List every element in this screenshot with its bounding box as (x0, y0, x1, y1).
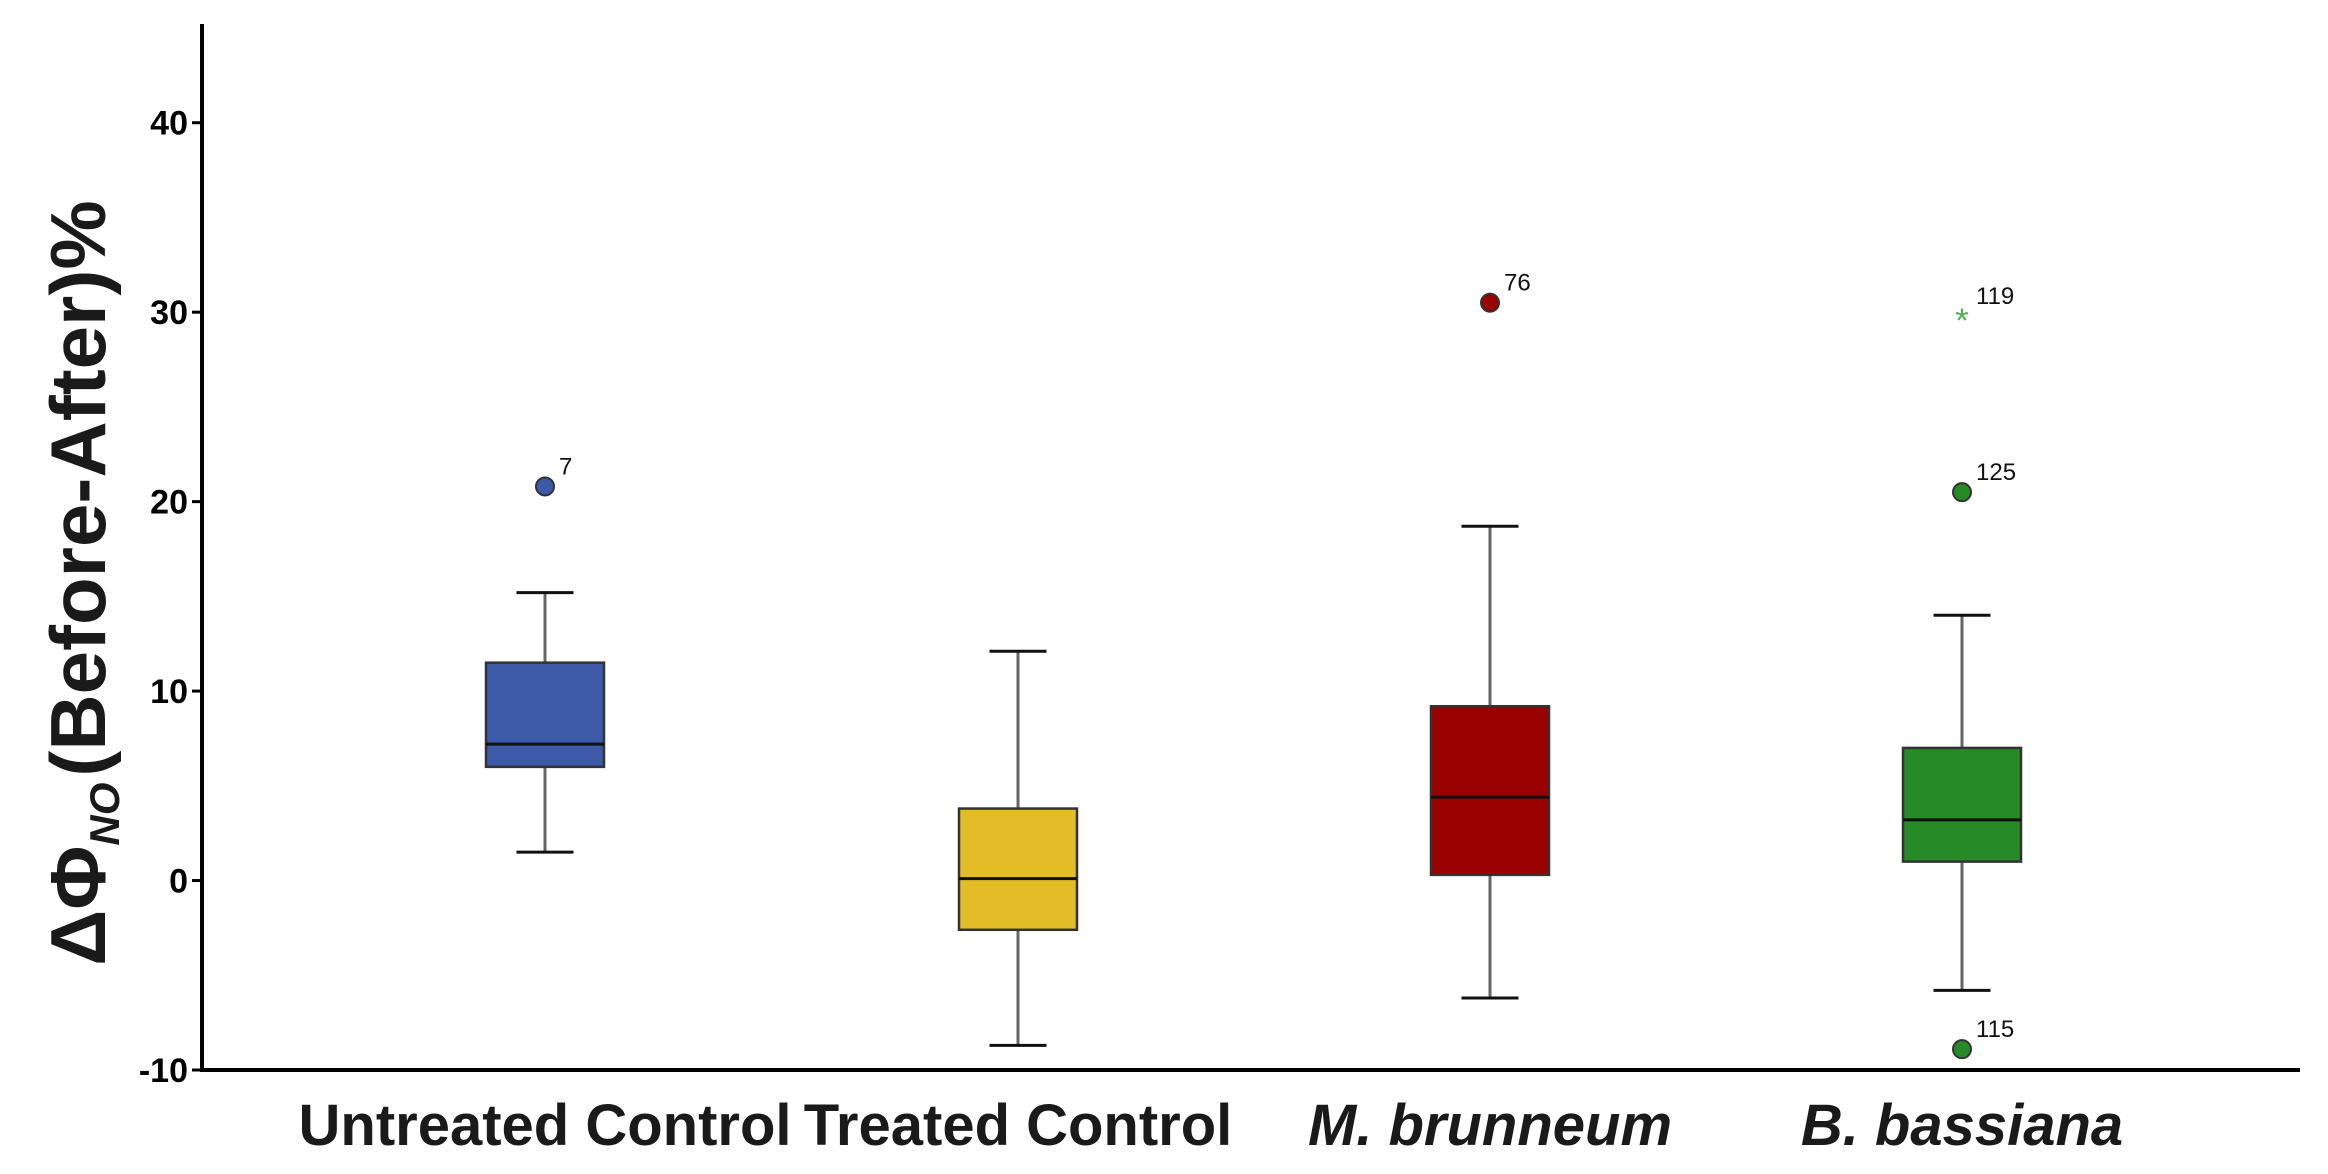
y-ticks: -10 0 10 20 30 40 (139, 105, 202, 1090)
y-tick-label: 10 (150, 673, 188, 711)
iqr-box (1901, 746, 2023, 863)
y-axis-title-text: ΔΦNO (Before-After)% (34, 200, 128, 965)
y-title-subscript: NO (81, 783, 128, 846)
outlier-star: * (1955, 302, 1968, 340)
y-axis-title: ΔΦNO (Before-After)% (34, 200, 128, 965)
y-tick-label: 20 (150, 484, 188, 522)
box-group (957, 649, 1079, 1047)
category-labels: Untreated Control Treated Control M. brunn… (299, 1093, 2124, 1158)
y-tick-label: -10 (139, 1052, 188, 1090)
outlier-point (1480, 292, 1500, 313)
iqr-box (1429, 704, 1551, 877)
outlier-label: 76 (1504, 270, 1531, 297)
axes (200, 24, 2300, 1072)
y-tick-label: 30 (150, 294, 188, 332)
outlier-point (1952, 1039, 1972, 1060)
y-tick-label: 40 (150, 105, 188, 143)
outlier-label: 119 (1976, 283, 2014, 310)
category-label: M. brunneum (1308, 1093, 1672, 1158)
boxes: 7 76 * 119 125 115 (484, 270, 2023, 1060)
iqr-box (484, 661, 606, 769)
outlier-point (1952, 482, 1972, 503)
y-tick-label: 0 (169, 863, 188, 901)
outlier-label: 115 (1976, 1016, 2014, 1043)
outlier-point (535, 476, 555, 497)
y-title-suffix: (Before-After)% (34, 200, 122, 776)
box-group: 76 (1429, 270, 1551, 1000)
category-label: B. bassiana (1801, 1093, 2123, 1158)
box-group: 7 (484, 453, 606, 854)
category-label: Untreated Control (299, 1093, 792, 1158)
iqr-box (957, 807, 1079, 932)
category-label: Treated Control (804, 1093, 1233, 1158)
box-group: * 119 125 115 (1901, 283, 2023, 1060)
outlier-label: 7 (559, 453, 572, 480)
y-title-prefix: ΔΦ (34, 846, 122, 966)
outlier-label: 125 (1976, 459, 2016, 486)
